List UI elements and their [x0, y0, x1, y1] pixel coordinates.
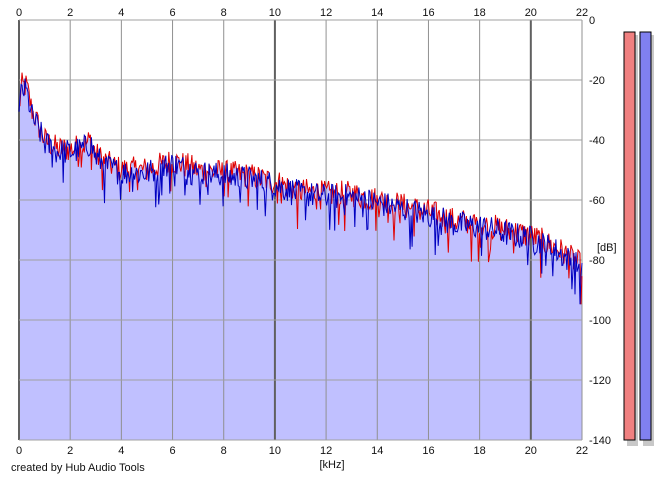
y-tick-label: -60	[589, 195, 605, 207]
y-tick-label: -40	[589, 135, 605, 147]
meter-left	[623, 31, 636, 441]
x-tick-label-bottom: 22	[576, 445, 588, 457]
x-tick-label-top: 8	[221, 7, 227, 19]
x-tick-label-top: 18	[474, 7, 486, 19]
grid	[18, 19, 583, 441]
x-axis-label: [kHz]	[319, 459, 344, 471]
x-tick-label-top: 14	[371, 7, 383, 19]
spectrum-fill	[19, 72, 582, 440]
x-tick-label-bottom: 14	[371, 445, 383, 457]
x-tick-label-top: 22	[576, 7, 588, 19]
x-ticks-bottom: 0 2 4 6 8 10 12 14 16 18 20 22	[16, 445, 588, 457]
x-tick-label-bottom: 16	[422, 445, 434, 457]
y-tick-label: -20	[589, 75, 605, 87]
x-tick-label-bottom: 18	[474, 445, 486, 457]
x-tick-label-bottom: 4	[118, 445, 124, 457]
spectrum-area	[19, 72, 582, 440]
y-ticks: 0 -20 -40 -60 -80 -100 -120 -140	[589, 15, 611, 447]
y-tick-label: -100	[589, 315, 611, 327]
x-tick-label-bottom: 10	[269, 445, 281, 457]
x-tick-label-bottom: 20	[525, 445, 537, 457]
x-tick-label-top: 4	[118, 7, 124, 19]
x-tick-label-top: 10	[269, 7, 281, 19]
x-ticks-top: 0 2 4 6 8 10 12 14 16 18 20 22	[16, 7, 588, 19]
series-lines	[18, 72, 583, 305]
x-tick-label-bottom: 0	[16, 445, 22, 457]
x-tick-label-top: 6	[169, 7, 175, 19]
y-tick-label: 0	[589, 15, 595, 27]
x-tick-label-top: 20	[525, 7, 537, 19]
x-tick-label-bottom: 12	[320, 445, 332, 457]
x-tick-label-bottom: 2	[67, 445, 73, 457]
x-tick-label-top: 12	[320, 7, 332, 19]
x-tick-label-bottom: 8	[221, 445, 227, 457]
x-tick-label-bottom: 6	[169, 445, 175, 457]
y-tick-label: -80	[589, 255, 605, 267]
x-tick-label-top: 16	[422, 7, 434, 19]
y-tick-label: -140	[589, 435, 611, 447]
y-tick-label: -120	[589, 375, 611, 387]
x-tick-label-top: 0	[16, 7, 22, 19]
series-right-line	[18, 78, 583, 305]
x-tick-label-top: 2	[67, 7, 73, 19]
credit-text: created by Hub Audio Tools	[11, 462, 145, 474]
y-axis-label: [dB]	[597, 242, 617, 254]
meter-right	[639, 31, 652, 441]
